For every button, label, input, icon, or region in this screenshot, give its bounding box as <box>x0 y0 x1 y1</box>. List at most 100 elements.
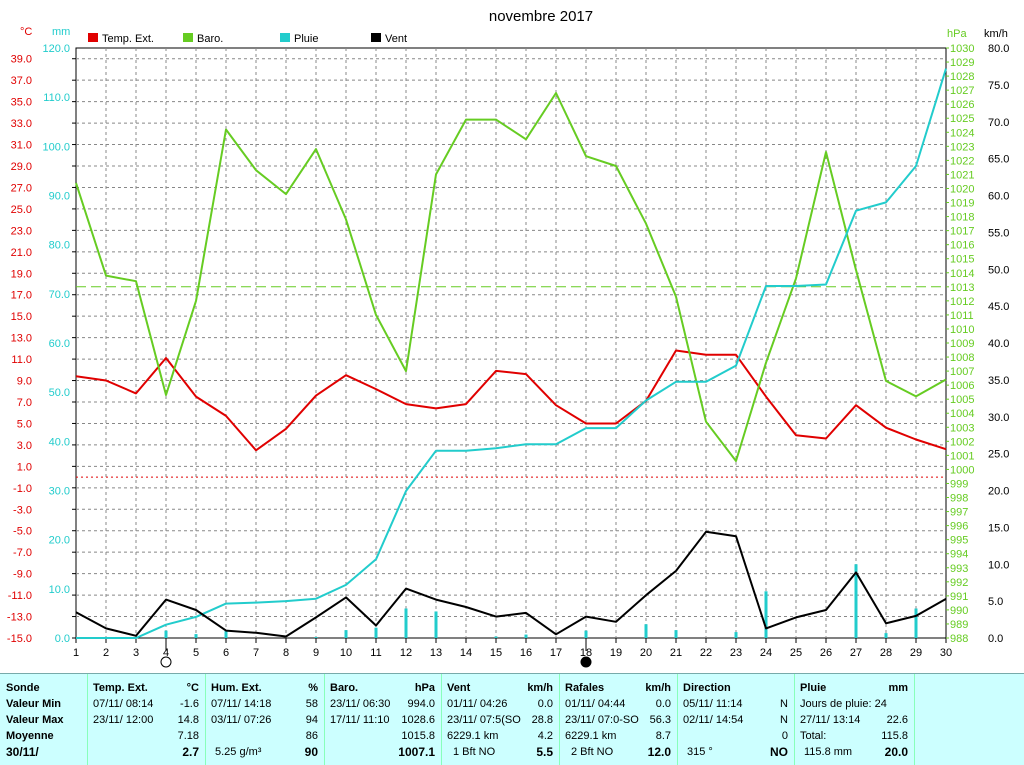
x-tick-label: 3 <box>133 647 139 659</box>
x-tick-label: 22 <box>700 647 712 659</box>
baro-max-value: 1028.6 <box>401 714 435 726</box>
baro-min-value: 994.0 <box>407 698 435 710</box>
vent-title: Vent <box>447 682 471 694</box>
x-tick-label: 27 <box>850 647 862 659</box>
baro-tick-label: 1023 <box>950 141 974 153</box>
daily-rain-bar <box>584 630 588 638</box>
hum-mean-value: 86 <box>305 730 318 742</box>
x-tick-label: 8 <box>283 647 289 659</box>
baro-tick-label: 1026 <box>950 99 974 111</box>
pluie-rain-days: Jours de pluie: 24 <box>800 698 887 710</box>
summary-col-direction: Direction 05/11/ 11:14 N 02/11/ 14:54 N … <box>677 674 795 765</box>
hum-unit: % <box>308 682 318 694</box>
x-tick-label: 2 <box>103 647 109 659</box>
direction-mean-value: 0 <box>781 730 788 742</box>
temp-tick-label: 15.0 <box>11 311 32 323</box>
summary-col-pluie: Pluie mm Jours de pluie: 24 27/11/ 13:14… <box>794 674 915 765</box>
hum-min-value: 58 <box>305 698 318 710</box>
summary-col-temp: Temp. Ext. °C 07/11/ 08:14 -1.6 23/11/ 1… <box>87 674 206 765</box>
daily-rain-bar <box>644 624 648 638</box>
baro-tick-label: 1022 <box>950 155 974 167</box>
direction-min-value: N <box>780 698 788 710</box>
baro-mean-value: 1015.8 <box>401 730 435 742</box>
wind-tick-label: 50.0 <box>988 264 1009 276</box>
legend-label: Vent <box>385 33 407 45</box>
rafales-last-value: 12.0 <box>647 745 671 759</box>
baro-unit: hPa <box>414 682 435 694</box>
rain-tick-label: 70.0 <box>49 289 70 301</box>
rain-tick-label: 110.0 <box>43 92 70 104</box>
vent-mean-value: 4.2 <box>537 730 553 742</box>
pluie-month-total: 115.8 mm <box>804 746 853 758</box>
vent-distance: 6229.1 km <box>447 730 499 742</box>
daily-rain-bar <box>884 633 888 638</box>
temp-tick-label: 5.0 <box>17 418 32 430</box>
vent-min-value: 0.0 <box>537 698 553 710</box>
rain-tick-label: 0.0 <box>55 633 70 645</box>
daily-rain-bar <box>194 634 198 638</box>
baro-tick-label: 994 <box>950 549 968 561</box>
x-tick-label: 13 <box>430 647 442 659</box>
temp-tick-label: 29.0 <box>11 161 32 173</box>
daily-rain-bar <box>344 630 348 638</box>
baro-tick-label: 1001 <box>950 450 974 462</box>
wind-tick-label: 10.0 <box>988 559 1009 571</box>
summary-col-rafales: Rafales km/h 01/11/ 04:44 0.0 23/11/ 07:… <box>559 674 678 765</box>
baro-tick-label: 1027 <box>950 85 974 97</box>
x-tick-label: 7 <box>253 647 259 659</box>
series-line-rain <box>76 68 947 639</box>
baro-tick-label: 1014 <box>950 268 974 280</box>
new-moon-icon <box>580 656 592 668</box>
temp-tick-label: -3.0 <box>13 504 32 516</box>
chart-title: novembre 2017 <box>489 8 593 25</box>
x-tick-label: 6 <box>223 647 229 659</box>
baro-tick-label: 1008 <box>950 352 974 364</box>
pluie-last-value: 20.0 <box>884 745 908 759</box>
direction-max-value: N <box>780 714 788 726</box>
sonde-row-mean: Moyenne <box>6 730 54 742</box>
rain-tick-label: 10.0 <box>49 584 70 596</box>
rain-tick-label: 40.0 <box>49 436 70 448</box>
wind-tick-label: 35.0 <box>988 375 1009 387</box>
baro-tick-label: 1006 <box>950 380 974 392</box>
baro-tick-label: 998 <box>950 493 968 505</box>
x-tick-label: 17 <box>550 647 562 659</box>
pluie-total-value: 115.8 <box>881 730 908 742</box>
temp-tick-label: 33.0 <box>11 118 32 130</box>
wind-tick-label: 60.0 <box>988 191 1009 203</box>
summary-col-sonde: Sonde Valeur Min Valeur Max Moyenne 30/1… <box>0 674 88 765</box>
temp-tick-label: 37.0 <box>11 75 32 87</box>
hum-abs-humidity: 5.25 g/m³ <box>215 746 262 758</box>
baro-tick-label: 988 <box>950 633 968 645</box>
legend-swatch <box>371 33 381 42</box>
baro-title: Baro. <box>330 682 359 694</box>
rafales-unit: km/h <box>645 682 671 694</box>
temp-tick-label: -15.0 <box>7 633 32 645</box>
sonde-title: Sonde <box>6 682 40 694</box>
daily-rain-bar <box>404 608 408 638</box>
baro-tick-label: 995 <box>950 535 968 547</box>
x-tick-label: 12 <box>400 647 412 659</box>
hum-title: Hum. Ext. <box>211 682 262 694</box>
baro-tick-label: 1009 <box>950 338 974 350</box>
x-tick-label: 10 <box>340 647 352 659</box>
direction-max-date: 02/11/ 14:54 <box>683 714 744 726</box>
pluie-max-date: 27/11/ 13:14 <box>800 714 861 726</box>
daily-rain-bar <box>524 634 528 638</box>
daily-rain-bar <box>494 636 498 638</box>
daily-rain-bar <box>314 637 318 638</box>
temp-max-date: 23/11/ 12:00 <box>93 714 154 726</box>
baro-max-date: 17/11/ 11:10 <box>330 714 390 726</box>
rain-tick-label: 20.0 <box>49 535 70 547</box>
baro-min-date: 23/11/ 06:30 <box>330 698 391 710</box>
legend-swatch <box>88 33 98 42</box>
x-tick-label: 23 <box>730 647 742 659</box>
hum-last-value: 90 <box>304 745 318 759</box>
wind-tick-label: 75.0 <box>988 80 1009 92</box>
vent-unit: km/h <box>527 682 553 694</box>
baro-tick-label: 996 <box>950 521 968 533</box>
rafales-beaufort: 2 Bft NO <box>571 746 614 758</box>
legend-label: Temp. Ext. <box>102 33 154 45</box>
daily-rain-bar <box>224 631 228 638</box>
baro-tick-label: 1010 <box>950 324 974 336</box>
